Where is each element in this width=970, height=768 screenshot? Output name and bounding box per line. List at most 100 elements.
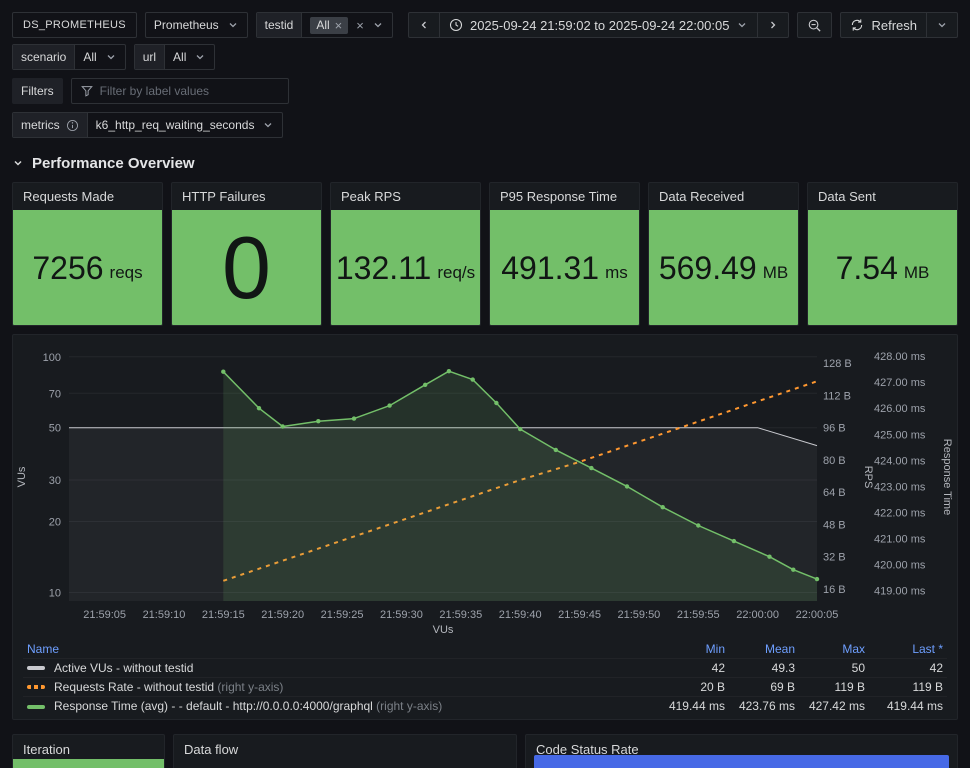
svg-text:64 B: 64 B xyxy=(823,487,846,499)
chevron-left-icon xyxy=(421,21,426,29)
legend-row-active-vus: Active VUs - without testid 42 49.3 50 4… xyxy=(23,658,947,677)
legend-header-max[interactable]: Max xyxy=(842,642,865,657)
series-name[interactable]: Response Time (avg) - - default - http:/… xyxy=(54,698,373,713)
chevron-down-icon xyxy=(264,123,272,128)
testid-label: testid xyxy=(264,18,294,32)
svg-text:427.00 ms: 427.00 ms xyxy=(874,377,926,389)
legend-last: 419.44 ms xyxy=(886,698,943,713)
metrics-picker[interactable]: metrics k6_http_req_waiting_seconds xyxy=(12,112,284,138)
svg-text:50: 50 xyxy=(49,423,61,435)
svg-text:30: 30 xyxy=(49,475,61,487)
svg-text:21:59:20: 21:59:20 xyxy=(261,609,304,621)
toolbar-row-4: metrics k6_http_req_waiting_seconds xyxy=(12,112,958,138)
stat-unit: MB xyxy=(762,262,789,282)
legend-mean: 423.76 ms xyxy=(738,698,795,713)
scenario-filter[interactable]: scenario All xyxy=(12,44,126,70)
legend-mean: 49.3 xyxy=(771,660,795,675)
svg-text:421.00 ms: 421.00 ms xyxy=(874,533,926,545)
filters-label: Filters xyxy=(12,78,63,104)
time-controls: 2025-09-24 21:59:02 to 2025-09-24 22:00:… xyxy=(407,12,958,38)
svg-text:21:59:05: 21:59:05 xyxy=(83,609,126,621)
chevron-down-icon xyxy=(739,23,746,28)
chevron-down-icon xyxy=(229,23,237,28)
response-time-axis-title: Response Time xyxy=(941,439,953,515)
svg-text:21:59:45: 21:59:45 xyxy=(558,609,601,621)
legend-last: 119 B xyxy=(912,679,943,694)
legend-max: 119 B xyxy=(834,679,865,694)
legend-min: 42 xyxy=(711,660,725,675)
label-filter-input[interactable] xyxy=(71,79,288,103)
chevron-down-icon xyxy=(938,23,946,28)
svg-text:21:59:25: 21:59:25 xyxy=(321,609,364,621)
legend-row-requests-rate: Requests Rate - without testid (right y-… xyxy=(23,677,947,696)
svg-text:48 B: 48 B xyxy=(823,519,846,531)
stat-panel-data-received: Data Received 569.49 MB xyxy=(648,182,799,326)
svg-text:22:00:00: 22:00:00 xyxy=(736,609,779,621)
legend-header-name[interactable]: Name xyxy=(27,642,60,657)
url-value: All xyxy=(173,50,187,64)
metrics-value: k6_http_req_waiting_seconds xyxy=(95,118,255,132)
legend-header-min[interactable]: Min xyxy=(705,642,725,657)
svg-text:21:59:55: 21:59:55 xyxy=(677,609,720,621)
panel-title: Requests Made xyxy=(23,189,115,204)
chevron-down-icon xyxy=(374,23,382,28)
svg-text:424.00 ms: 424.00 ms xyxy=(874,455,926,467)
timeseries-chart[interactable]: VUs RPS Response Time VUs 10 20 30 50 70 100 1… xyxy=(13,341,957,637)
stat-value: 7.54 xyxy=(835,249,898,286)
refresh-icon xyxy=(852,19,863,31)
testid-chip[interactable]: All × xyxy=(310,16,349,34)
panel-title: Code Status Rate xyxy=(536,742,639,757)
iteration-bar xyxy=(13,759,164,768)
legend-header-mean[interactable]: Mean xyxy=(764,642,795,657)
panel-title: Data Received xyxy=(659,189,745,204)
panel-title: Data Sent xyxy=(818,189,876,204)
series-name-suffix: (right y-axis) xyxy=(372,698,443,713)
chip-remove-icon[interactable]: × xyxy=(334,17,343,33)
time-range-text: 2025-09-24 21:59:02 to 2025-09-24 22:00:… xyxy=(469,17,730,33)
bottom-panels-row: Iteration Data flow Code Status Rate xyxy=(12,734,958,768)
refresh-button[interactable]: Refresh xyxy=(840,12,927,38)
stat-unit: MB xyxy=(903,262,930,282)
refresh-interval-button[interactable] xyxy=(926,12,958,38)
info-icon xyxy=(66,119,78,131)
series-color-icon xyxy=(27,666,45,671)
series-name[interactable]: Active VUs - without testid xyxy=(54,660,194,675)
toolbar-row-1: DS_PROMETHEUS Prometheus testid All × × xyxy=(12,12,958,38)
stat-panel-p95-response-time: P95 Response Time 491.31 ms xyxy=(489,182,640,326)
zoom-out-button[interactable] xyxy=(797,12,833,38)
stat-value: 132.11 xyxy=(335,249,432,286)
stat-value: 569.49 xyxy=(658,249,757,286)
url-label: url xyxy=(142,50,157,64)
section-performance-overview[interactable]: Performance Overview xyxy=(12,154,958,172)
testid-clear-icon[interactable]: × xyxy=(356,17,364,33)
panel-title: P95 Response Time xyxy=(500,189,618,204)
code-status-bar xyxy=(534,755,949,768)
panel-title: HTTP Failures xyxy=(182,189,266,204)
svg-text:428.00 ms: 428.00 ms xyxy=(874,351,926,363)
legend-mean: 69 B xyxy=(770,679,795,694)
scenario-value: All xyxy=(83,50,97,64)
series-color-icon xyxy=(27,685,45,690)
panel-title: Peak RPS xyxy=(341,189,401,204)
toolbar-row-2: scenario All url All xyxy=(12,44,958,70)
legend-max: 427.42 ms xyxy=(808,698,865,713)
x-axis-title: VUs xyxy=(433,624,454,636)
label-filter-field[interactable] xyxy=(70,78,289,104)
legend-last: 42 xyxy=(929,660,943,675)
url-filter[interactable]: url All xyxy=(133,44,216,70)
code-status-rate-panel: Code Status Rate xyxy=(525,734,958,768)
svg-text:32 B: 32 B xyxy=(823,552,846,564)
series-name[interactable]: Requests Rate - without testid xyxy=(54,679,215,694)
datasource-picker[interactable]: Prometheus xyxy=(144,12,248,38)
legend-row-response-time: Response Time (avg) - - default - http:/… xyxy=(23,696,947,715)
rps-axis-title: RPS xyxy=(862,466,874,489)
chevron-down-icon xyxy=(196,55,204,60)
svg-text:21:59:30: 21:59:30 xyxy=(380,609,423,621)
legend-header-last[interactable]: Last * xyxy=(912,642,943,657)
time-back-button[interactable] xyxy=(407,12,440,38)
time-range-picker[interactable]: 2025-09-24 21:59:02 to 2025-09-24 22:00:… xyxy=(438,12,759,38)
time-forward-button[interactable] xyxy=(757,12,790,38)
testid-filter[interactable]: testid All × × xyxy=(255,12,393,38)
stat-unit: reqs xyxy=(109,262,143,282)
